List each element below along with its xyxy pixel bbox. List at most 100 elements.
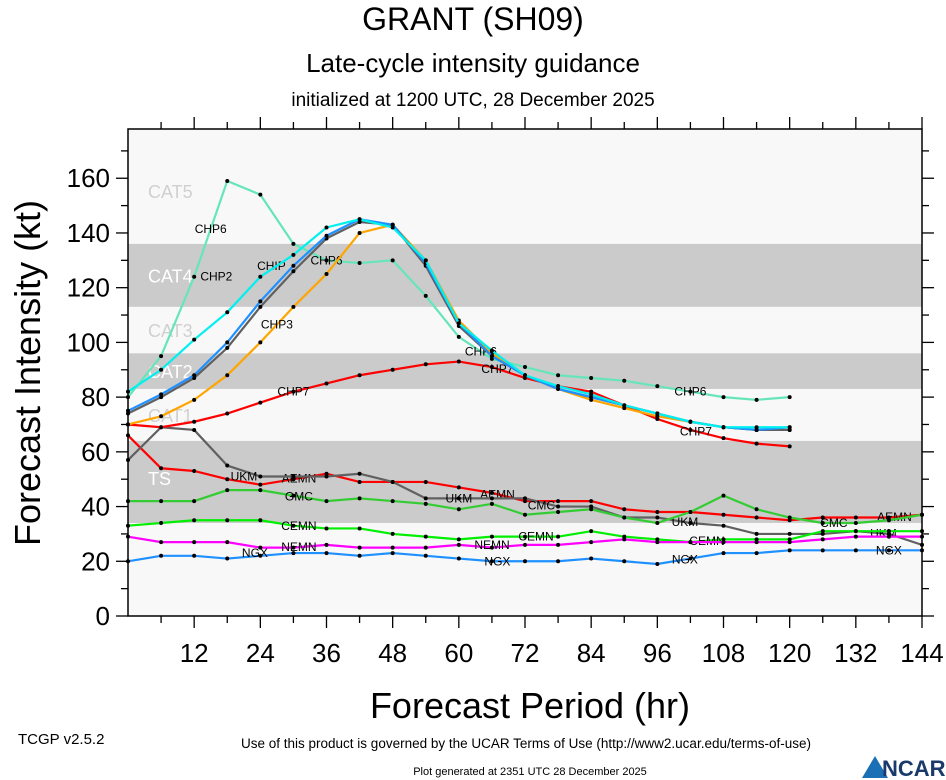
- data-point: [655, 562, 660, 567]
- data-point: [787, 425, 792, 430]
- data-point: [291, 241, 296, 246]
- data-point: [688, 540, 693, 545]
- data-point: [721, 493, 726, 498]
- band-label-cat5: CAT5: [148, 182, 193, 202]
- data-point: [423, 479, 428, 484]
- data-point: [655, 537, 660, 542]
- data-point: [324, 258, 329, 263]
- data-point: [721, 551, 726, 556]
- data-point: [589, 504, 594, 509]
- data-point: [159, 499, 164, 504]
- data-point: [159, 414, 164, 419]
- data-point: [523, 375, 527, 380]
- data-point: [192, 397, 197, 402]
- data-point: [688, 427, 693, 432]
- x-tick-label: 24: [246, 638, 275, 668]
- data-point: [523, 365, 527, 370]
- y-tick-label: 80: [81, 382, 110, 412]
- data-point: [787, 548, 792, 553]
- data-point: [622, 406, 627, 411]
- data-point: [655, 540, 660, 545]
- data-point: [820, 515, 825, 520]
- data-point: [291, 389, 296, 394]
- y-tick-label: 60: [81, 437, 110, 467]
- data-point: [357, 261, 362, 266]
- data-point: [258, 553, 263, 558]
- band-ts: [128, 440, 922, 523]
- chart-subtitle: Late-cycle intensity guidance: [306, 48, 640, 78]
- y-axis-label: Forecast Intensity (kt): [7, 200, 48, 546]
- data-point: [456, 537, 461, 542]
- data-point: [721, 537, 726, 542]
- series-label: CHP3: [261, 318, 293, 332]
- ncar-logo: NCAR: [862, 756, 946, 780]
- band-label-cat2: CAT2: [148, 362, 193, 382]
- series-label: NGX: [672, 552, 698, 566]
- data-point: [721, 395, 726, 400]
- data-point: [258, 488, 263, 493]
- data-point: [721, 540, 726, 545]
- series-label: AEMN: [282, 471, 317, 485]
- data-point: [192, 274, 197, 279]
- data-point: [787, 444, 792, 449]
- data-point: [655, 414, 660, 419]
- data-point: [291, 551, 296, 556]
- band-label-cat1: CAT1: [148, 406, 193, 426]
- band-cat4: [128, 243, 922, 307]
- data-point: [622, 559, 627, 564]
- data-point: [721, 512, 726, 517]
- data-point: [655, 515, 660, 520]
- data-point: [622, 534, 627, 539]
- data-point: [258, 400, 263, 405]
- data-point: [489, 534, 494, 539]
- data-point: [655, 384, 660, 389]
- x-tick-label: 120: [768, 638, 811, 668]
- series-label: NGX: [242, 546, 268, 560]
- data-point: [159, 425, 164, 430]
- data-point: [556, 384, 561, 389]
- data-point: [655, 520, 660, 525]
- data-point: [489, 354, 494, 359]
- series-label: CMC: [820, 516, 848, 530]
- data-point: [159, 520, 164, 525]
- data-point: [622, 515, 627, 520]
- x-tick-label: 108: [702, 638, 745, 668]
- data-point: [456, 556, 461, 561]
- data-point: [357, 496, 362, 501]
- data-point: [787, 518, 792, 523]
- terms-text[interactable]: Use of this product is governed by the U…: [241, 736, 811, 751]
- data-point: [324, 551, 329, 556]
- series-3: CEMN CEMN CEMN: [126, 518, 924, 548]
- data-point: [456, 507, 461, 512]
- series-label: UKM: [446, 491, 473, 505]
- data-point: [423, 534, 428, 539]
- data-point: [886, 548, 891, 553]
- init-time: initialized at 1200 UTC, 28 December 202…: [291, 90, 654, 111]
- data-point: [589, 375, 594, 380]
- data-point: [886, 518, 891, 523]
- data-point: [556, 534, 561, 539]
- data-point: [489, 501, 494, 506]
- data-point: [688, 556, 693, 561]
- data-point: [523, 512, 527, 517]
- series-11: CHP2: [126, 217, 792, 430]
- series-label: NEMN: [281, 540, 316, 554]
- data-point: [324, 381, 329, 386]
- data-point: [258, 340, 263, 345]
- data-point: [820, 548, 825, 553]
- x-tick-label: 132: [834, 638, 877, 668]
- data-point: [390, 222, 395, 227]
- data-point: [589, 540, 594, 545]
- data-point: [886, 529, 891, 534]
- data-point: [754, 531, 759, 536]
- data-point: [225, 310, 230, 315]
- data-point: [754, 441, 759, 446]
- data-point: [225, 411, 230, 416]
- data-point: [456, 359, 461, 364]
- data-point: [589, 507, 594, 512]
- data-point: [787, 427, 792, 432]
- data-point: [324, 542, 329, 547]
- data-point: [192, 468, 197, 473]
- data-point: [721, 436, 726, 441]
